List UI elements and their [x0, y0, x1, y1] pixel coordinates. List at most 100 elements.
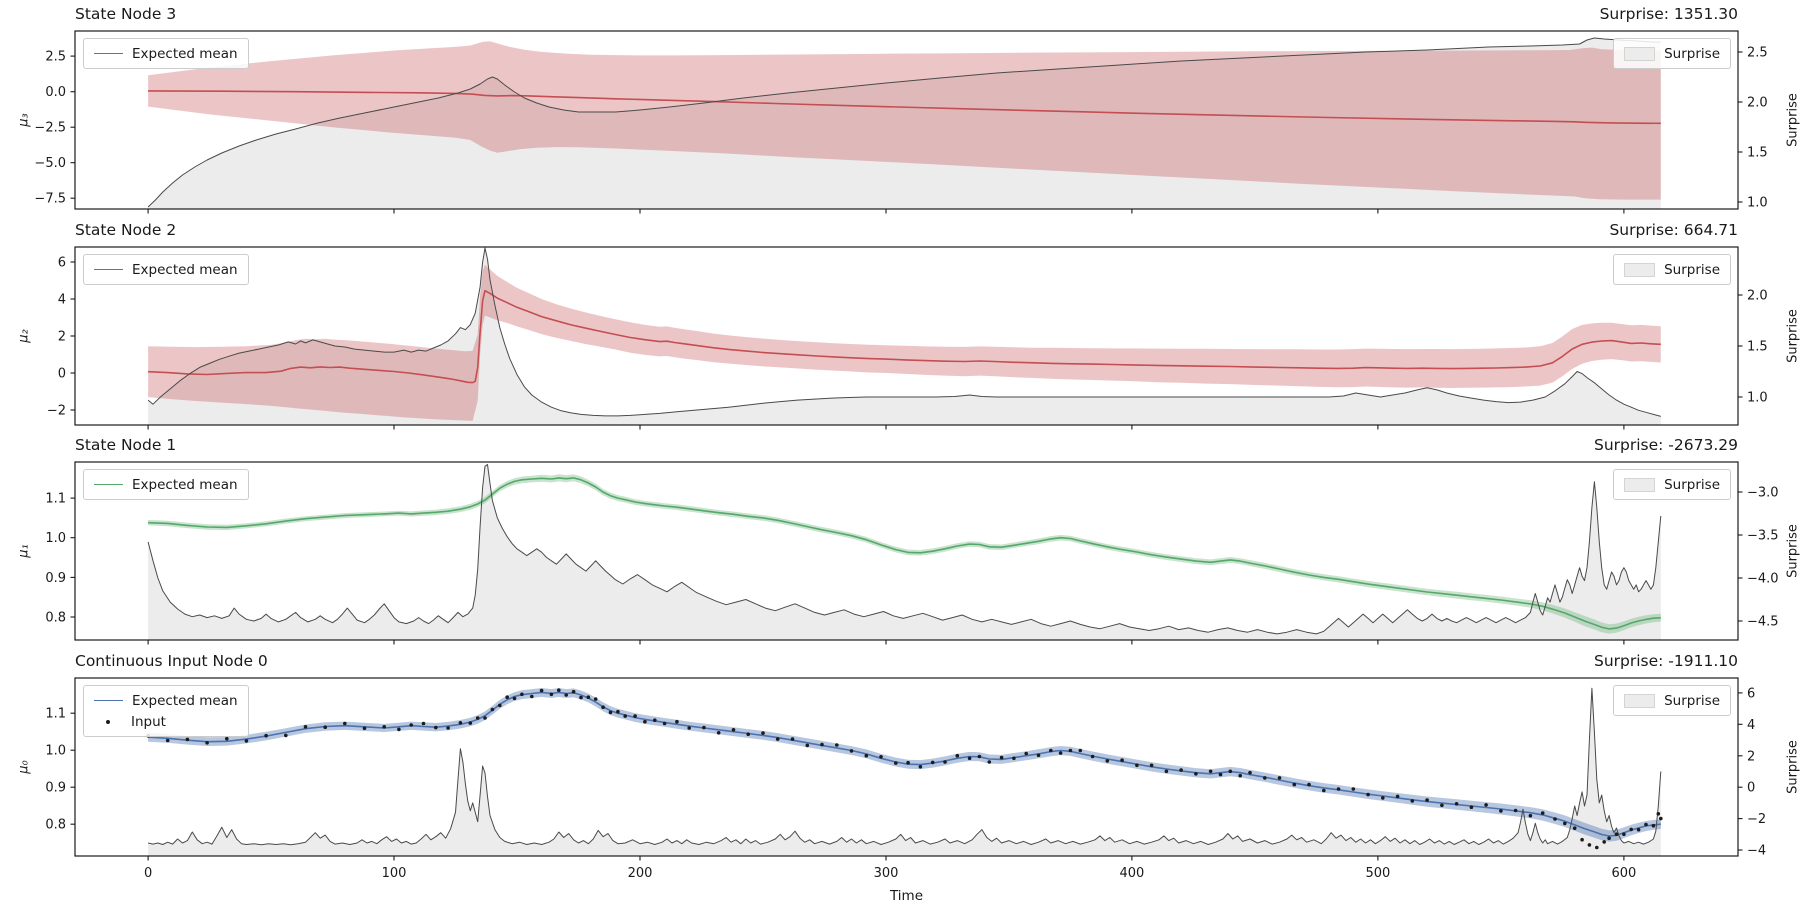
input-point	[225, 736, 229, 741]
input-point	[1607, 836, 1611, 840]
input-point	[1068, 748, 1073, 753]
panel1-legend-mean-label: Expected mean	[132, 45, 238, 62]
y-tick-label: 1.5	[1747, 340, 1768, 355]
x-tick-label: 600	[1611, 866, 1636, 881]
y-tick-label: 4	[1747, 718, 1755, 733]
panel4-legend-surprise-label: Surprise	[1664, 692, 1720, 709]
input-point	[1454, 802, 1459, 806]
input-point	[1179, 768, 1183, 772]
input-point	[955, 753, 960, 758]
panel3-ylabel-right: Surprise	[1785, 524, 1801, 578]
surprise-patch-icon	[1624, 477, 1656, 492]
panel1-ylabel-right: Surprise	[1785, 93, 1801, 147]
input-point	[343, 721, 347, 726]
input-point	[1425, 798, 1429, 802]
input-point	[1336, 787, 1341, 791]
input-dot-sample-icon	[106, 719, 110, 724]
input-point	[687, 726, 691, 730]
surprise-patch-icon	[1624, 693, 1656, 708]
red-line-sample-icon	[94, 269, 123, 270]
input-point	[1105, 759, 1110, 763]
input-point	[1277, 776, 1282, 780]
input-point	[434, 725, 438, 730]
input-point	[1322, 788, 1326, 793]
input-point	[409, 723, 414, 727]
input-point	[653, 718, 657, 722]
axes-spines	[74, 677, 1739, 857]
panel2-ylabel-left: μ₂	[16, 329, 32, 343]
input-point	[1238, 773, 1242, 778]
input-point	[1595, 845, 1599, 850]
input-point	[505, 695, 510, 699]
y-tick-label: −7.5	[34, 192, 66, 207]
input-point	[1024, 751, 1028, 756]
panel2-ylabel-right: Surprise	[1785, 309, 1801, 363]
surprise-line	[147, 247, 1661, 417]
y-tick-label: 0.8	[45, 611, 66, 626]
panel3-legend-surprise: Surprise	[1613, 469, 1731, 500]
input-point	[1292, 782, 1297, 787]
panel2-legend-surprise-label: Surprise	[1664, 261, 1720, 278]
input-point	[571, 689, 576, 694]
expected-mean-line	[148, 691, 1661, 837]
y-tick-label: −5.0	[34, 156, 66, 171]
input-point	[284, 733, 288, 738]
input-point	[1513, 808, 1518, 813]
input-point	[264, 733, 268, 738]
input-point	[702, 725, 706, 730]
input-point	[746, 732, 750, 736]
panel4-ylabel-left: μ₀	[16, 760, 32, 774]
panel1-title: State Node 3	[75, 5, 177, 23]
input-point	[323, 725, 328, 729]
input-point	[761, 731, 765, 735]
y-tick-label: 1.0	[45, 531, 66, 546]
input-point	[1553, 817, 1557, 821]
y-tick-label: 4	[58, 293, 66, 308]
y-tick-label: 6	[1747, 686, 1755, 701]
axes-spines	[74, 461, 1739, 641]
input-point	[1135, 763, 1139, 768]
input-point	[894, 761, 898, 765]
input-point	[446, 726, 450, 730]
x-tick-label: 400	[1119, 866, 1144, 881]
panel2-title: State Node 2	[75, 221, 177, 239]
input-point	[1351, 787, 1356, 791]
input-point	[662, 721, 667, 726]
input-point	[1058, 751, 1063, 755]
input-point	[205, 741, 209, 745]
y-tick-label: 1.5	[1747, 146, 1768, 161]
input-point	[1572, 826, 1577, 830]
y-tick-label: 2.0	[1747, 96, 1768, 111]
input-point	[775, 737, 780, 741]
y-tick-label: −4.5	[1747, 615, 1779, 630]
expected-mean-line	[148, 90, 1661, 125]
input-point	[616, 709, 620, 714]
input-point	[999, 755, 1004, 760]
panel1-legend-surprise-label: Surprise	[1664, 45, 1720, 62]
input-point	[458, 721, 463, 725]
input-point	[586, 695, 591, 699]
y-tick-label: 0	[58, 367, 66, 382]
input-point	[549, 692, 554, 697]
input-point	[483, 716, 487, 720]
panel4-legend-mean: Expected mean Input	[83, 685, 249, 737]
input-point	[520, 692, 524, 697]
input-point	[1194, 772, 1198, 776]
y-tick-label: −4.0	[1747, 572, 1779, 587]
y-tick-label: 2.0	[1747, 289, 1768, 304]
input-point	[557, 688, 561, 692]
input-point	[1540, 811, 1545, 815]
surprise-area	[148, 464, 1661, 640]
input-point	[623, 714, 627, 718]
input-point	[539, 688, 544, 693]
y-tick-label: 1.1	[45, 707, 66, 722]
uncertainty-band	[148, 41, 1661, 200]
surprise-line	[147, 464, 1662, 635]
input-point	[593, 697, 598, 701]
input-point	[490, 707, 495, 712]
panel2-surprise-value: Surprise: 664.71	[1609, 221, 1738, 239]
y-tick-label: 2	[58, 330, 66, 345]
y-tick-label: 2	[1747, 749, 1755, 764]
input-point	[1636, 827, 1641, 832]
